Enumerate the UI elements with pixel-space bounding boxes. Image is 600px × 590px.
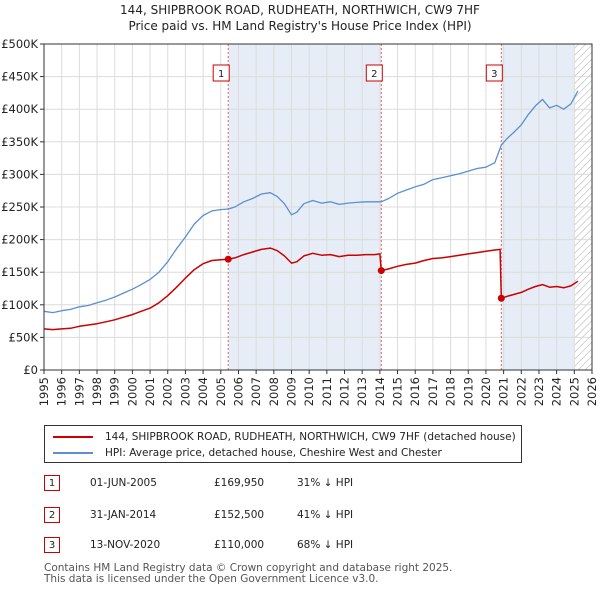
x-tick-label: 2026 bbox=[585, 377, 599, 406]
sale-point bbox=[224, 255, 232, 263]
transaction-hpi: 68% ↓ HPI bbox=[297, 539, 354, 551]
y-tick-label: £250K bbox=[1, 200, 38, 214]
y-tick-label: £0 bbox=[23, 363, 38, 377]
y-tick-label: £50K bbox=[9, 330, 39, 344]
transaction-badge: 1 bbox=[44, 475, 60, 491]
footer-copyright: Contains HM Land Registry data © Crown c… bbox=[44, 562, 453, 574]
y-tick-label: £150K bbox=[1, 265, 38, 279]
transaction-price: £110,000 bbox=[214, 539, 265, 551]
transaction-date: 31-JAN-2014 bbox=[90, 509, 157, 521]
y-tick-label: £300K bbox=[1, 167, 38, 181]
legend-item-property: 144, SHIPBROOK ROAD, RUDHEATH, NORTHWICH… bbox=[53, 429, 516, 445]
transaction-hpi: 41% ↓ HPI bbox=[297, 509, 354, 521]
property-price-line bbox=[44, 247, 579, 331]
sale-badge bbox=[212, 64, 230, 82]
x-tick-label: 2004 bbox=[196, 377, 210, 406]
y-tick-label: £450K bbox=[1, 70, 38, 84]
x-tick-label: 2018 bbox=[444, 377, 458, 406]
legend-item-hpi: HPI: Average price, detached house, Ches… bbox=[53, 445, 442, 461]
y-tick-label: £100K bbox=[1, 298, 38, 312]
y-tick-label: £400K bbox=[1, 102, 38, 116]
x-tick-label: 1999 bbox=[108, 377, 122, 406]
transaction-date: 01-JUN-2005 bbox=[90, 477, 157, 489]
y-tick-label: £200K bbox=[1, 233, 38, 247]
x-tick-label: 2007 bbox=[249, 377, 263, 406]
sale-point bbox=[497, 294, 505, 302]
price-chart: 1 2 3 £0 £50K £100K £150K £200K £250K £300K £350K… bbox=[1, 37, 599, 406]
x-tick-label: 1996 bbox=[55, 377, 69, 406]
sale-badge-label: 2 bbox=[371, 69, 377, 80]
x-tick-label: 2000 bbox=[125, 377, 139, 406]
transaction-badge: 2 bbox=[44, 507, 60, 523]
transaction-badge: 3 bbox=[44, 537, 60, 553]
x-tick-label: 2008 bbox=[267, 377, 281, 406]
x-tick-label: 2024 bbox=[550, 377, 564, 406]
x-tick-label: 2022 bbox=[514, 377, 528, 406]
legend-label-hpi: HPI: Average price, detached house, Ches… bbox=[105, 447, 442, 459]
x-tick-label: 2019 bbox=[461, 377, 475, 406]
transaction-date: 13-NOV-2020 bbox=[90, 539, 161, 551]
x-tick-label: 2016 bbox=[408, 377, 422, 406]
legend-swatch-hpi bbox=[53, 452, 93, 454]
y-tick-label: £500K bbox=[1, 37, 38, 51]
x-tick-label: 2023 bbox=[532, 377, 546, 406]
x-tick-label: 2006 bbox=[231, 377, 245, 406]
x-tick-label: 2002 bbox=[161, 377, 175, 406]
sale-badge-label: 1 bbox=[218, 69, 224, 80]
x-tick-label: 2013 bbox=[355, 377, 369, 406]
x-tick-label: 2014 bbox=[373, 377, 387, 406]
x-tick-label: 2010 bbox=[302, 377, 316, 406]
x-tick-label: 2003 bbox=[178, 377, 192, 406]
x-tick-label: 2020 bbox=[479, 377, 493, 406]
x-tick-label: 2012 bbox=[338, 377, 352, 406]
legend: 144, SHIPBROOK ROAD, RUDHEATH, NORTHWICH… bbox=[44, 425, 522, 463]
sale-point bbox=[377, 267, 385, 275]
sale-badge-label: 3 bbox=[491, 69, 497, 80]
x-tick-label: 2015 bbox=[391, 377, 405, 406]
x-tick-label: 2009 bbox=[284, 377, 298, 406]
x-tick-label: 2005 bbox=[214, 377, 228, 406]
x-tick-label: 1995 bbox=[37, 377, 51, 406]
x-tick-label: 2025 bbox=[567, 377, 581, 406]
transaction-price: £152,500 bbox=[214, 509, 265, 521]
x-tick-label: 2021 bbox=[497, 377, 511, 406]
x-tick-label: 2001 bbox=[143, 377, 157, 406]
sale-badge bbox=[365, 64, 383, 82]
legend-label-property: 144, SHIPBROOK ROAD, RUDHEATH, NORTHWICH… bbox=[105, 431, 516, 443]
transaction-price: £169,950 bbox=[214, 477, 265, 489]
transaction-hpi: 31% ↓ HPI bbox=[297, 477, 354, 489]
hpi-line bbox=[44, 90, 579, 314]
footer-licence: This data is licensed under the Open Gov… bbox=[44, 573, 379, 585]
x-tick-label: 2017 bbox=[426, 377, 440, 406]
sale-badge bbox=[485, 64, 503, 82]
x-tick-label: 1997 bbox=[72, 377, 86, 406]
y-tick-label: £350K bbox=[1, 135, 38, 149]
x-tick-label: 2011 bbox=[320, 377, 334, 406]
chart-title: 144, SHIPBROOK ROAD, RUDHEATH, NORTHWICH… bbox=[120, 3, 480, 17]
x-tick-label: 1998 bbox=[90, 377, 104, 406]
legend-swatch-property bbox=[53, 436, 93, 438]
chart-subtitle: Price paid vs. HM Land Registry's House … bbox=[128, 19, 472, 33]
